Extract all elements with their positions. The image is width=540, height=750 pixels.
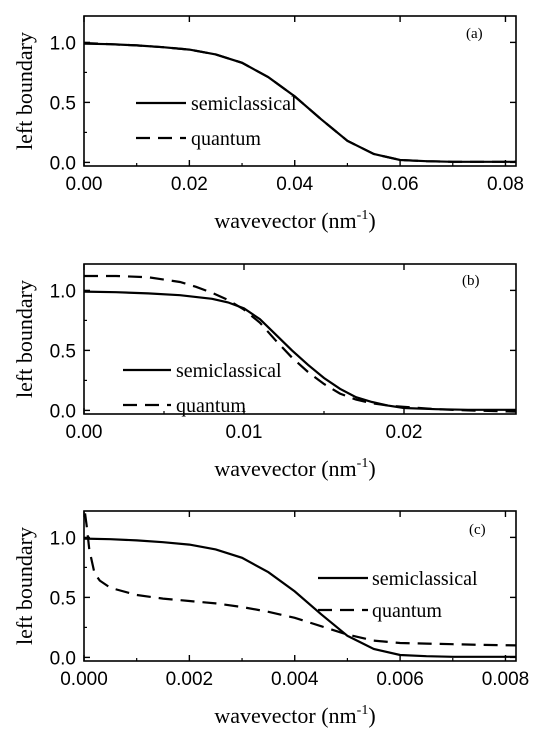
panel-label: (c) [469, 522, 486, 538]
chart-panel-0: 0.00 0.02 0.04 0.06 0.08 0.0 0.5 1.0 left bounda… [12, 15, 524, 233]
x-axis-title-end: ) [368, 703, 375, 728]
x-tick-label: 0.01 [226, 422, 263, 443]
series-line-quantum [84, 513, 516, 647]
x-axis-title-sup: -1 [357, 703, 369, 718]
legend-label-quantum: quantum [191, 128, 261, 150]
legend-label-semiclassical: semiclassical [372, 568, 478, 590]
y-tick-label: 0.0 [50, 401, 76, 422]
x-tick-label: 0.006 [376, 669, 424, 690]
series-line-quantum [84, 274, 516, 413]
x-axis-title-sup: -1 [357, 456, 369, 471]
x-tick-label: 0.06 [382, 174, 419, 195]
chart-panel-2: 0.000 0.002 0.004 0.006 0.008 0.0 0.5 1.0 left b… [12, 510, 530, 728]
x-axis-title-sup: -1 [357, 208, 369, 223]
y-tick-label: 0.5 [50, 93, 76, 114]
x-tick-label: 0.00 [66, 174, 103, 195]
y-tick-label: 0.0 [50, 153, 76, 174]
y-axis-title: left boundary [12, 280, 37, 398]
plot-frame [83, 263, 517, 415]
chart-panel-1: 0.00 0.01 0.02 0.0 0.5 1.0 left boundary waveve… [12, 263, 517, 481]
plot-frame [83, 510, 517, 662]
legend: semiclassical quantum [123, 360, 282, 417]
x-tick-label: 0.002 [166, 669, 214, 690]
legend-label-quantum: quantum [176, 395, 246, 417]
x-tick-label: 0.00 [66, 422, 103, 443]
x-axis-title-end: ) [368, 456, 375, 481]
legend: semiclassical quantum [318, 568, 478, 622]
x-tick-label: 0.008 [482, 669, 530, 690]
y-axis-title: left boundary [12, 32, 37, 150]
plot-frame [83, 15, 517, 167]
x-axis-title-end: ) [368, 208, 375, 233]
x-tick-label: 0.04 [276, 174, 313, 195]
y-tick-label: 0.5 [50, 588, 76, 609]
x-axis-title-main: wavevector (nm [214, 208, 356, 233]
x-tick-label: 0.02 [171, 174, 208, 195]
y-tick-label: 0.5 [50, 341, 76, 362]
panel-label: (b) [462, 273, 480, 289]
x-axis-title-main: wavevector (nm [214, 456, 356, 481]
x-tick-label: 0.000 [60, 669, 108, 690]
legend: semiclassical quantum [136, 93, 297, 150]
panel-label: (a) [466, 26, 483, 42]
x-tick-label: 0.004 [271, 669, 319, 690]
legend-label-semiclassical: semiclassical [176, 360, 282, 382]
legend-label-semiclassical: semiclassical [191, 93, 297, 115]
y-tick-label: 0.0 [50, 648, 76, 669]
series-line-quantum [84, 41, 516, 163]
series-line-semiclassical [84, 290, 516, 411]
y-axis-title: left boundary [12, 527, 37, 645]
series-line-semiclassical [84, 537, 516, 658]
y-tick-label: 1.0 [50, 33, 76, 54]
x-tick-label: 0.08 [487, 174, 524, 195]
x-axis-title: wavevector (nm-1) [214, 456, 375, 481]
y-tick-label: 1.0 [50, 281, 76, 302]
x-axis-title-main: wavevector (nm [214, 703, 356, 728]
x-axis-title: wavevector (nm-1) [214, 208, 375, 233]
x-tick-label: 0.02 [386, 422, 423, 443]
legend-label-quantum: quantum [372, 600, 442, 622]
y-tick-label: 1.0 [50, 528, 76, 549]
x-axis-title: wavevector (nm-1) [214, 703, 375, 728]
